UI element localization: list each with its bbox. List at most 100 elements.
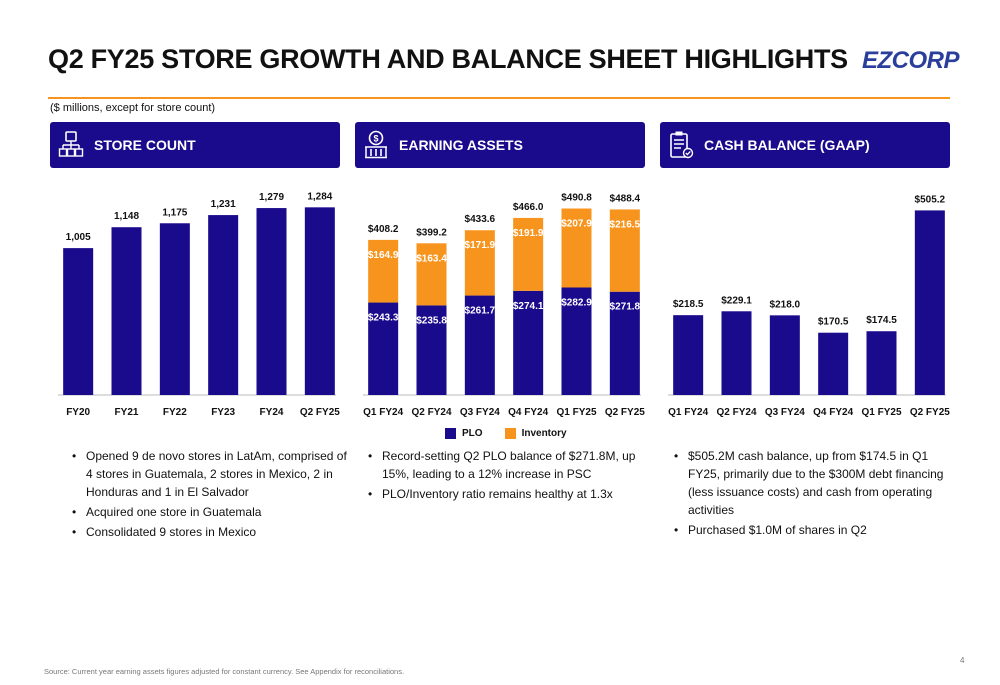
x-tick-label: FY24: [260, 407, 284, 418]
bar-value-label: $174.5: [866, 315, 897, 326]
panel-title: CASH BALANCE (GAAP): [704, 137, 870, 153]
segment-value-label: $274.1: [513, 301, 544, 312]
store-network-icon: [58, 131, 84, 157]
bar-segment-plo: [513, 290, 544, 395]
x-tick-label: Q1 FY24: [668, 407, 708, 418]
earning-assets-chart: $243.3 $164.9 $408.2 Q1 FY24 $235.8 $163.4 $39…: [363, 192, 645, 418]
segment-value-label: $163.4: [416, 253, 447, 264]
x-tick-label: FY22: [163, 407, 187, 418]
units-note: ($ millions, except for store count): [50, 102, 216, 114]
bar-value-label: 1,279: [259, 192, 284, 203]
bar: [866, 331, 897, 395]
segment-value-label: $207.9: [561, 218, 592, 229]
panel-title: STORE COUNT: [94, 137, 196, 153]
bar-value-label: $505.2: [915, 194, 946, 205]
bar-segment-inventory: [464, 230, 495, 296]
bullet-item: Consolidated 9 stores in Mexico: [72, 523, 352, 541]
legend-swatch-plo: [445, 428, 456, 439]
earning-assets-legend: PLO Inventory: [445, 428, 589, 439]
bar-value-label: $218.5: [673, 299, 704, 310]
source-footnote: Source: Current year earning assets figu…: [44, 667, 405, 676]
x-tick-label: Q4 FY24: [508, 407, 548, 418]
panel-header-cash-balance: CASH BALANCE (GAAP): [660, 122, 950, 168]
bar-segment-plo: [609, 291, 640, 395]
bar-value-label: $229.1: [721, 295, 752, 306]
legend-label-inventory: Inventory: [521, 428, 567, 439]
bar: [914, 210, 945, 395]
bar-total-label: $488.4: [610, 193, 641, 204]
x-tick-label: Q1 FY24: [363, 407, 403, 418]
bar-segment-inventory: [561, 208, 592, 288]
page-title: Q2 FY25 STORE GROWTH AND BALANCE SHEET H…: [48, 44, 848, 74]
bar-total-label: $490.8: [561, 192, 592, 203]
bar-value-label: 1,284: [307, 191, 332, 202]
segment-value-label: $171.9: [465, 240, 496, 251]
bullet-item: $505.2M cash balance, up from $174.5 in …: [674, 447, 958, 519]
x-tick-label: Q4 FY24: [813, 407, 853, 418]
bullet-item: Acquired one store in Guatemala: [72, 503, 352, 521]
bar-segment-inventory: [513, 217, 544, 291]
panel-header-earning-assets: $ EARNING ASSETS: [355, 122, 645, 168]
panel-title: EARNING ASSETS: [399, 137, 523, 153]
bar: [159, 223, 190, 395]
bar: [63, 248, 94, 395]
x-tick-label: Q2 FY24: [716, 407, 756, 418]
title-divider: [48, 97, 950, 99]
bar-total-label: $408.2: [368, 224, 399, 235]
bar: [673, 315, 704, 395]
page-number: 4: [960, 656, 965, 665]
x-tick-label: Q3 FY24: [765, 407, 805, 418]
clipboard-checklist-icon: [670, 131, 694, 159]
x-tick-label: FY23: [211, 407, 235, 418]
store-count-bullets: Opened 9 de novo stores in LatAm, compri…: [72, 447, 352, 543]
bar: [111, 227, 142, 395]
bar-segment-plo: [368, 302, 399, 395]
bar: [304, 207, 335, 395]
x-tick-label: Q2 FY24: [411, 407, 451, 418]
x-tick-label: FY20: [66, 407, 90, 418]
company-logo: EZCORP: [862, 47, 960, 74]
bar-total-label: $399.2: [416, 227, 447, 238]
x-tick-label: FY21: [115, 407, 139, 418]
bar-segment-inventory: [609, 209, 640, 292]
bullet-item: Record-setting Q2 PLO balance of $271.8M…: [368, 447, 636, 483]
bullet-item: Opened 9 de novo stores in LatAm, compri…: [72, 447, 352, 501]
store-count-chart: 1,005 FY20 1,148 FY21 1,175 FY22 1,231 FY23 1,27…: [58, 191, 340, 418]
cash-balance-chart: $218.5 Q1 FY24 $229.1 Q2 FY24 $218.0 Q3 FY24 $…: [668, 194, 950, 418]
segment-value-label: $261.7: [465, 306, 496, 317]
x-tick-label: Q2 FY25: [605, 407, 645, 418]
bar: [769, 315, 800, 395]
segment-value-label: $191.9: [513, 228, 544, 239]
bar-value-label: 1,175: [162, 207, 187, 218]
segment-value-label: $235.8: [416, 315, 447, 326]
bar: [721, 311, 752, 395]
money-building-icon: $: [365, 130, 387, 159]
bar: [818, 332, 849, 395]
x-tick-label: Q1 FY25: [556, 407, 596, 418]
panel-header-store-count: STORE COUNT: [50, 122, 340, 168]
bar-segment-inventory: [368, 239, 399, 303]
bar-segment-plo: [561, 287, 592, 395]
x-tick-label: Q1 FY25: [861, 407, 901, 418]
segment-value-label: $164.9: [368, 250, 399, 261]
segment-value-label: $216.5: [610, 219, 641, 230]
bar-value-label: $170.5: [818, 317, 849, 328]
legend-item-plo: PLO: [445, 428, 483, 439]
bar-total-label: $433.6: [465, 214, 496, 225]
svg-text:$: $: [373, 134, 378, 144]
bullet-item: PLO/Inventory ratio remains healthy at 1…: [368, 485, 636, 503]
cash-balance-bullets: $505.2M cash balance, up from $174.5 in …: [674, 447, 958, 541]
bar-segment-plo: [464, 295, 495, 395]
segment-value-label: $243.3: [368, 313, 399, 324]
bar: [208, 215, 239, 395]
bar-segment-plo: [416, 305, 447, 395]
legend-label-plo: PLO: [462, 428, 483, 439]
bar-total-label: $466.0: [513, 202, 544, 213]
bar-value-label: 1,148: [114, 211, 139, 222]
bar: [256, 208, 287, 395]
segment-value-label: $271.8: [610, 302, 641, 313]
legend-swatch-inventory: [504, 428, 516, 439]
bar-value-label: $218.0: [770, 299, 801, 310]
bar-segment-inventory: [416, 243, 447, 306]
earning-assets-bullets: Record-setting Q2 PLO balance of $271.8M…: [368, 447, 636, 505]
